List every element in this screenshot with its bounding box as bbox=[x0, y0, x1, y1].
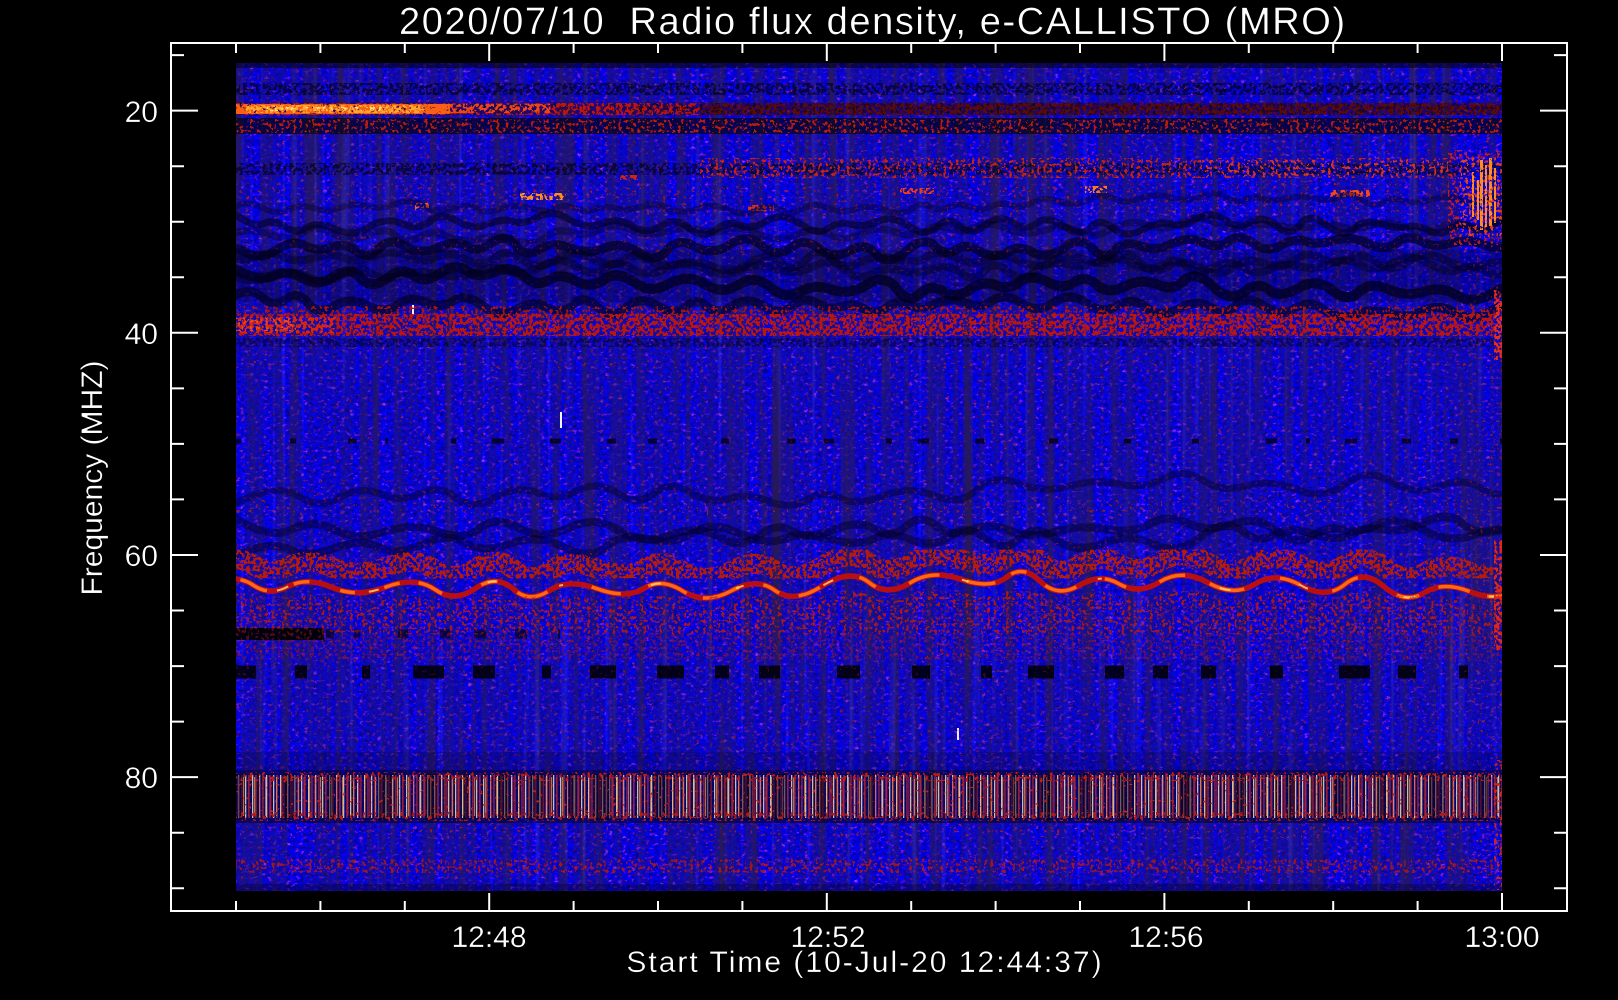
svg-text:Start Time (10-Jul-20 12:44:37: Start Time (10-Jul-20 12:44:37) bbox=[626, 946, 1103, 979]
svg-text:60: 60 bbox=[125, 540, 158, 573]
svg-text:12:56: 12:56 bbox=[1128, 921, 1203, 954]
svg-text:12:48: 12:48 bbox=[451, 921, 526, 954]
svg-text:40: 40 bbox=[125, 318, 158, 351]
svg-text:13:00: 13:00 bbox=[1464, 921, 1539, 954]
svg-text:Frequency (MHZ): Frequency (MHZ) bbox=[76, 360, 109, 595]
svg-text:20: 20 bbox=[125, 96, 158, 129]
svg-text:12:52: 12:52 bbox=[790, 921, 865, 954]
svg-text:80: 80 bbox=[125, 762, 158, 795]
svg-text:2020/07/10 Radio flux density: 2020/07/10 Radio flux density, e-CALLIST… bbox=[399, 1, 1347, 43]
